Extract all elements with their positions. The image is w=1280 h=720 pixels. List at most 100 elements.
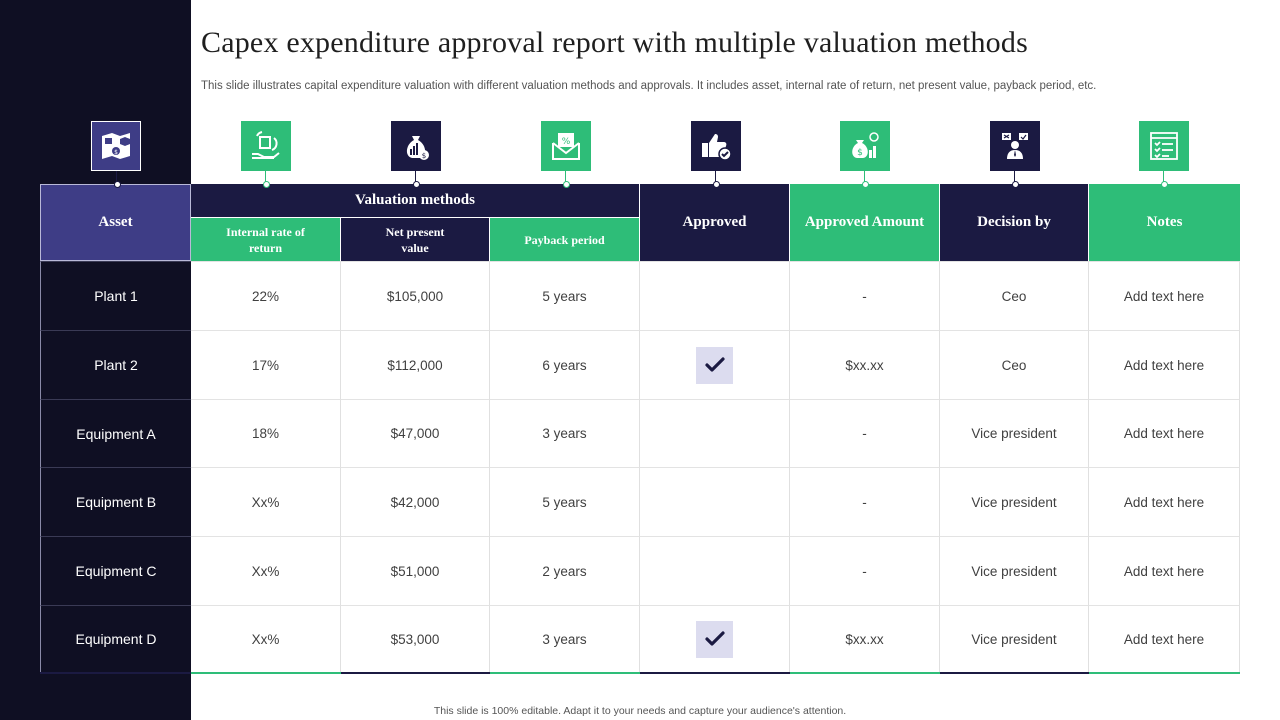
connector-dot	[263, 181, 270, 188]
header-valuation-methods: Valuation methods	[191, 184, 640, 218]
icon-connector	[265, 171, 266, 184]
table-bottom-border	[940, 672, 1089, 674]
header-notes: Notes	[1089, 184, 1240, 261]
notes-cell[interactable]: Add text here	[1089, 399, 1240, 467]
amount-cell: -	[790, 261, 940, 330]
npv-cell: $51,000	[341, 536, 490, 605]
approved-cell	[640, 330, 790, 399]
notes-cell[interactable]: Add text here	[1089, 261, 1240, 330]
asset-map-icon: $	[91, 121, 141, 171]
decision-cell: Vice president	[940, 399, 1089, 467]
notes-cell[interactable]: Add text here	[1089, 536, 1240, 605]
connector-dot	[1012, 181, 1019, 188]
irr-cell: Xx%	[191, 605, 341, 672]
payback-cell: 6 years	[490, 330, 640, 399]
check-icon	[704, 357, 725, 372]
connector-dot	[713, 181, 720, 188]
payback-cell: 3 years	[490, 399, 640, 467]
icon-connector	[415, 171, 416, 184]
notes-checklist-icon	[1139, 121, 1189, 171]
amount-cell: -	[790, 399, 940, 467]
check-icon	[704, 631, 725, 646]
decision-cell: Vice president	[940, 605, 1089, 672]
money-bag-growth-icon: $	[840, 121, 890, 171]
thumbs-up-check-icon	[691, 121, 741, 171]
table-bottom-border	[490, 672, 640, 674]
table-bottom-border	[1089, 672, 1240, 674]
icon-connector	[1163, 171, 1164, 184]
table-bottom-border	[640, 672, 790, 674]
icon-connector	[116, 171, 117, 184]
asset-cell: Equipment B	[40, 467, 191, 536]
payback-cell: 2 years	[490, 536, 640, 605]
asset-cell: Equipment C	[40, 536, 191, 605]
approved-checkbox[interactable]	[696, 620, 733, 658]
connector-dot	[413, 181, 420, 188]
amount-cell: $xx.xx	[790, 605, 940, 672]
approved-cell	[640, 399, 790, 467]
svg-text:$: $	[114, 149, 118, 156]
amount-cell: -	[790, 536, 940, 605]
header-approved: Approved	[640, 184, 790, 261]
irr-cell: 17%	[191, 330, 341, 399]
npv-cell: $47,000	[341, 399, 490, 467]
svg-text:$: $	[422, 152, 426, 160]
payback-cell: 5 years	[490, 467, 640, 536]
connector-dot	[1161, 181, 1168, 188]
svg-text:%: %	[562, 137, 571, 147]
notes-cell[interactable]: Add text here	[1089, 605, 1240, 672]
table-bottom-border	[40, 672, 191, 674]
npv-cell: $105,000	[341, 261, 490, 330]
header-npv: Net present value	[385, 224, 445, 255]
footer-note: This slide is 100% editable. Adapt it to…	[433, 705, 847, 717]
connector-dot	[563, 181, 570, 188]
connector-dot	[862, 181, 869, 188]
irr-cell: 18%	[191, 399, 341, 467]
amount-cell: $xx.xx	[790, 330, 940, 399]
header-npv-cell: Net present value	[341, 218, 490, 261]
npv-cell: $42,000	[341, 467, 490, 536]
payback-cell: 5 years	[490, 261, 640, 330]
notes-cell[interactable]: Add text here	[1089, 467, 1240, 536]
asset-cell: Equipment D	[40, 605, 191, 672]
approved-cell	[640, 467, 790, 536]
decision-cell: Ceo	[940, 261, 1089, 330]
asset-cell: Equipment A	[40, 399, 191, 467]
table-bottom-border	[191, 672, 341, 674]
amount-cell: -	[790, 467, 940, 536]
header-irr-cell: Internal rate of return	[191, 218, 341, 261]
decision-cell: Vice president	[940, 467, 1089, 536]
irr-cell: Xx%	[191, 536, 341, 605]
approved-cell	[640, 605, 790, 672]
npv-cell: $112,000	[341, 330, 490, 399]
header-irr: Internal rate of return	[226, 224, 305, 255]
payback-cell: 3 years	[490, 605, 640, 672]
npv-cell: $53,000	[341, 605, 490, 672]
irr-cell: Xx%	[191, 467, 341, 536]
hand-document-icon	[241, 121, 291, 171]
header-asset: Asset	[40, 184, 191, 261]
approved-cell	[640, 536, 790, 605]
approved-cell	[640, 261, 790, 330]
decision-person-icon	[990, 121, 1040, 171]
header-payback: Payback period	[490, 218, 640, 261]
header-approved-amount: Approved Amount	[790, 184, 940, 261]
page-title: Capex expenditure approval report with m…	[201, 26, 1028, 59]
decision-cell: Vice president	[940, 536, 1089, 605]
page-subtitle: This slide illustrates capital expenditu…	[201, 80, 1097, 92]
approved-checkbox[interactable]	[696, 346, 733, 384]
icon-connector	[864, 171, 865, 184]
connector-dot	[114, 181, 121, 188]
icon-connector	[1014, 171, 1015, 184]
icon-connector	[565, 171, 566, 184]
capex-table: Asset Valuation methods Internal rate of…	[40, 184, 1240, 674]
header-decision-by: Decision by	[940, 184, 1089, 261]
asset-cell: Plant 2	[40, 330, 191, 399]
decision-cell: Ceo	[940, 330, 1089, 399]
percent-envelope-icon: %	[541, 121, 591, 171]
icon-connector	[715, 171, 716, 184]
table-bottom-border	[790, 672, 940, 674]
notes-cell[interactable]: Add text here	[1089, 330, 1240, 399]
table-bottom-border	[341, 672, 490, 674]
money-bag-icon: $	[391, 121, 441, 171]
